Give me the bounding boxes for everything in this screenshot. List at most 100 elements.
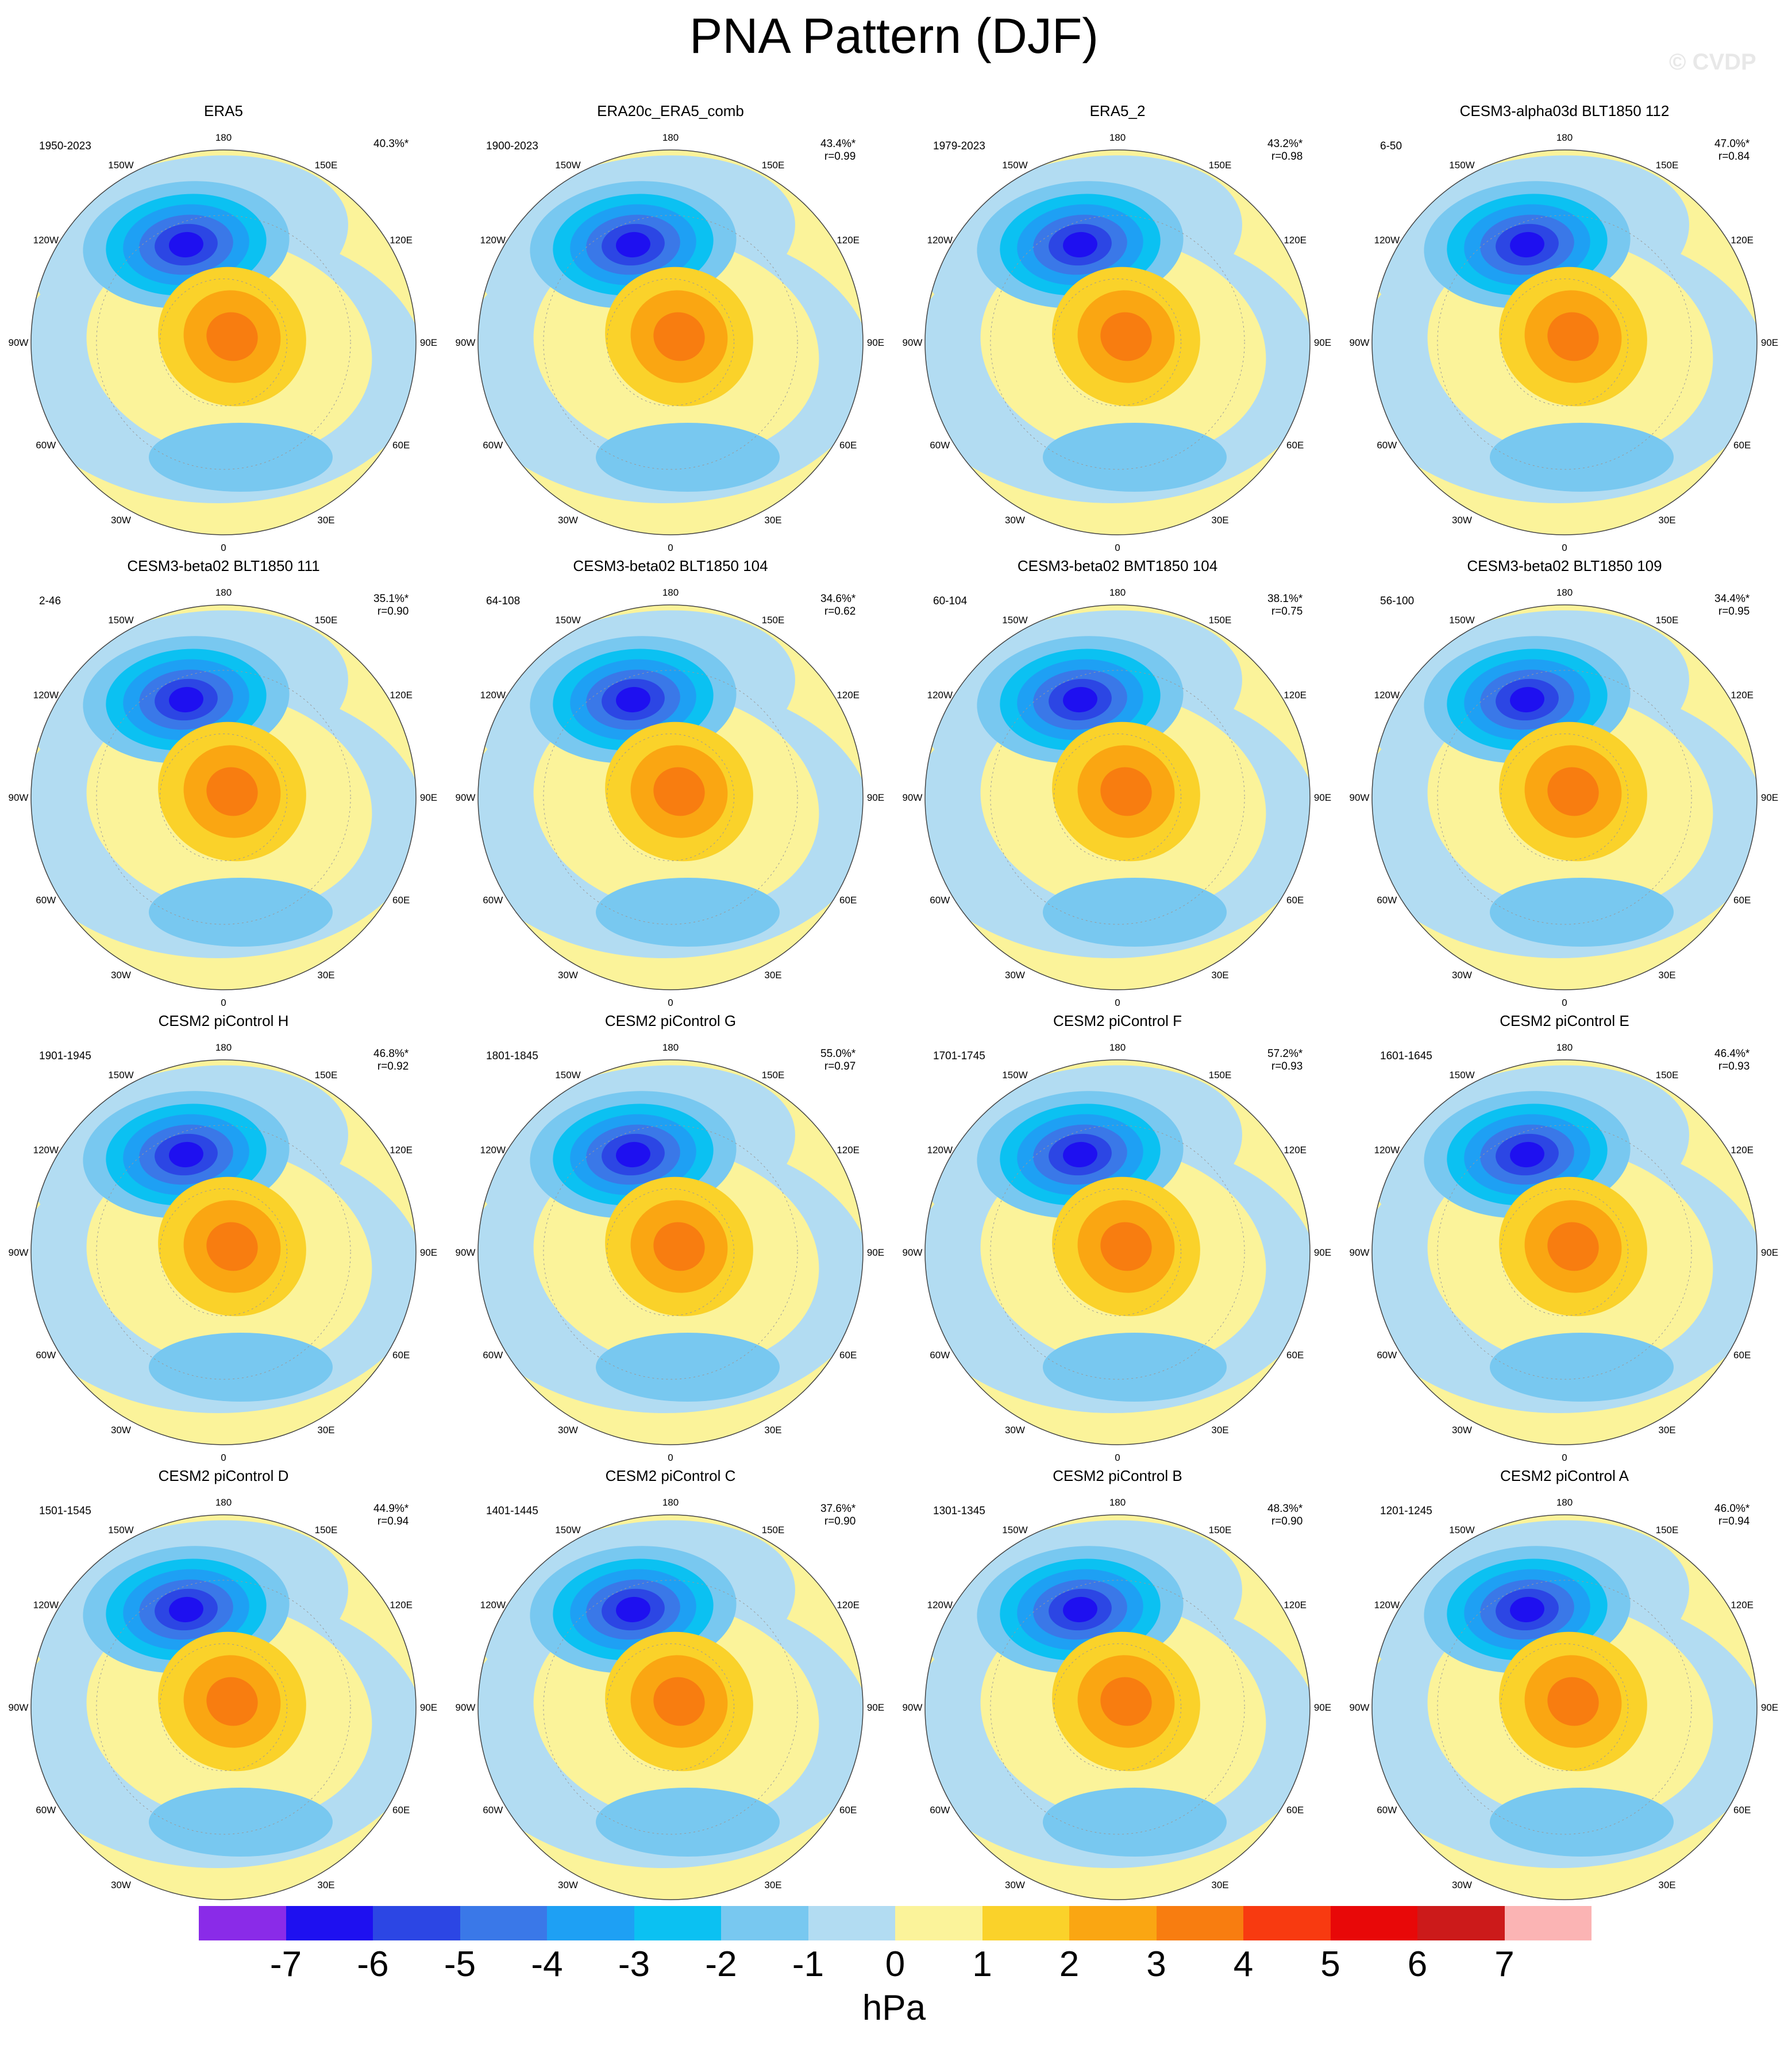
canada-high-contour [653, 312, 705, 361]
longitude-label: 150E [1656, 1525, 1679, 1535]
colorbar-tick-label: -6 [357, 1944, 389, 1984]
longitude-label: 30E [317, 515, 334, 526]
latitude-circle [990, 1125, 1245, 1380]
longitude-label: 90E [1761, 792, 1778, 803]
longitude-label: 30W [111, 1425, 131, 1436]
longitude-label: 120W [927, 235, 953, 246]
panel-title: CESM2 piControl F [1053, 1012, 1182, 1029]
longitude-label: 30W [558, 970, 578, 981]
map-panel: ERA5 1950-2023 40.3%* 180 150E 120E 90E 60E 30E 0… [0, 102, 447, 557]
longitude-label: 120W [927, 690, 953, 701]
longitude-label: 180 [215, 1042, 232, 1053]
colorbar-swatch [1417, 1906, 1505, 1940]
pacific-low-contour [1510, 1141, 1544, 1168]
longitude-label: 60W [1377, 440, 1397, 451]
longitude-label: 30E [1211, 970, 1228, 981]
longitude-label: 150W [1449, 160, 1474, 171]
colorbar-swatch [895, 1906, 982, 1940]
atlantic-neg-region [1043, 878, 1227, 947]
longitude-label: 180 [1556, 587, 1573, 598]
colorbar-swatch [982, 1906, 1069, 1940]
longitude-label: 60E [1733, 1350, 1751, 1361]
canada-high-contour [653, 1677, 705, 1726]
panel-period: 1979-2023 [933, 140, 985, 152]
longitude-label: 60E [1733, 440, 1751, 451]
longitude-label: 0 [221, 1452, 226, 1463]
map-panel: CESM2 piControl E 1601-1645 46.4%* r=0.93 1… [1341, 1012, 1788, 1467]
longitude-label: 30W [1005, 1880, 1025, 1890]
panel-period: 1701-1745 [933, 1050, 985, 1062]
panel-period: 1601-1645 [1380, 1050, 1432, 1062]
longitude-label: 90W [456, 792, 476, 803]
polar-map: 180 150E 120E 90E 60E 30E 0 30W 60W 90W 120W 150W [1350, 132, 1779, 553]
longitude-label: 150E [762, 1070, 785, 1081]
longitude-label: 120E [1284, 1600, 1307, 1611]
longitude-label: 120W [33, 1145, 59, 1156]
latitude-circle [1437, 1580, 1692, 1835]
longitude-label: 0 [668, 1452, 673, 1463]
longitude-label: 150W [1002, 615, 1027, 626]
latitude-circle [543, 1125, 798, 1380]
latitude-circle [1500, 1643, 1629, 1772]
map-outline [1371, 1059, 1758, 1445]
latitude-circle [96, 1580, 351, 1835]
map-outline [924, 1514, 1311, 1900]
map-panel: CESM3-beta02 BLT1850 109 56-100 34.4%* r=0… [1341, 557, 1788, 1012]
colorbar-swatch [1069, 1906, 1157, 1940]
panel-title: CESM2 piControl C [605, 1467, 736, 1484]
canada-high-contour [206, 767, 258, 816]
map-panel: CESM2 piControl B 1301-1345 48.3%* r=0.90 1… [894, 1467, 1341, 1922]
longitude-label: 60W [1377, 895, 1397, 906]
map-outline [30, 1059, 417, 1445]
latitude-circle [96, 215, 351, 470]
panel-period: 2-46 [39, 595, 61, 607]
longitude-label: 120E [1284, 690, 1307, 701]
colorbar-tick-label: -5 [444, 1944, 476, 1984]
longitude-label: 180 [1109, 587, 1126, 598]
longitude-label: 150E [1209, 160, 1232, 171]
latitude-circle [990, 215, 1245, 470]
longitude-label: 90E [1314, 1702, 1331, 1713]
longitude-label: 60E [1286, 1805, 1304, 1816]
longitude-label: 60E [1733, 1805, 1751, 1816]
longitude-label: 30E [1658, 515, 1675, 526]
longitude-label: 0 [668, 997, 673, 1008]
map-panel: ERA5_2 1979-2023 43.2%* r=0.98 180 150E 120E 9… [894, 102, 1341, 557]
watermark: © CVDP [1669, 49, 1756, 75]
longitude-label: 90E [867, 1247, 884, 1258]
longitude-label: 60E [1286, 1350, 1304, 1361]
figure-title: PNA Pattern (DJF) [689, 9, 1099, 64]
longitude-label: 90E [867, 337, 884, 348]
panel-title: CESM2 piControl A [1500, 1467, 1629, 1484]
atlantic-neg-region [1043, 1788, 1227, 1857]
longitude-label: 60E [392, 1805, 410, 1816]
longitude-label: 90E [867, 792, 884, 803]
longitude-label: 30W [558, 1425, 578, 1436]
longitude-label: 90E [1314, 1247, 1331, 1258]
latitude-circle [1437, 1125, 1692, 1380]
longitude-label: 60W [930, 1350, 950, 1361]
colorbar-swatch [286, 1906, 373, 1940]
panel-stats: 34.6%* r=0.62 [820, 593, 856, 618]
longitude-label: 60E [1286, 895, 1304, 906]
longitude-label: 0 [221, 997, 226, 1008]
panel-title: CESM3-beta02 BMT1850 104 [1017, 557, 1218, 574]
longitude-label: 30W [111, 515, 131, 526]
longitude-label: 30E [764, 1880, 781, 1890]
longitude-label: 90W [9, 1247, 29, 1258]
longitude-label: 90W [9, 792, 29, 803]
longitude-label: 90W [1350, 337, 1370, 348]
longitude-label: 180 [662, 1042, 679, 1053]
colorbar-tick-label: -2 [705, 1944, 737, 1984]
panel-stats: 46.4%* r=0.93 [1714, 1048, 1750, 1072]
longitude-label: 180 [215, 132, 232, 143]
longitude-label: 60W [1377, 1805, 1397, 1816]
longitude-label: 60W [930, 895, 950, 906]
longitude-label: 150E [1656, 615, 1679, 626]
colorbar-tick-label: 1 [972, 1944, 992, 1984]
longitude-label: 0 [1562, 1452, 1567, 1463]
canada-high-contour [206, 1677, 258, 1726]
map-outline [924, 149, 1311, 535]
colorbar-labels: -7 -6 -5 -4 -3 -2 -1 0 1 2 3 4 5 6 7 [0, 1944, 1788, 1990]
pacific-low-contour [169, 1596, 203, 1623]
